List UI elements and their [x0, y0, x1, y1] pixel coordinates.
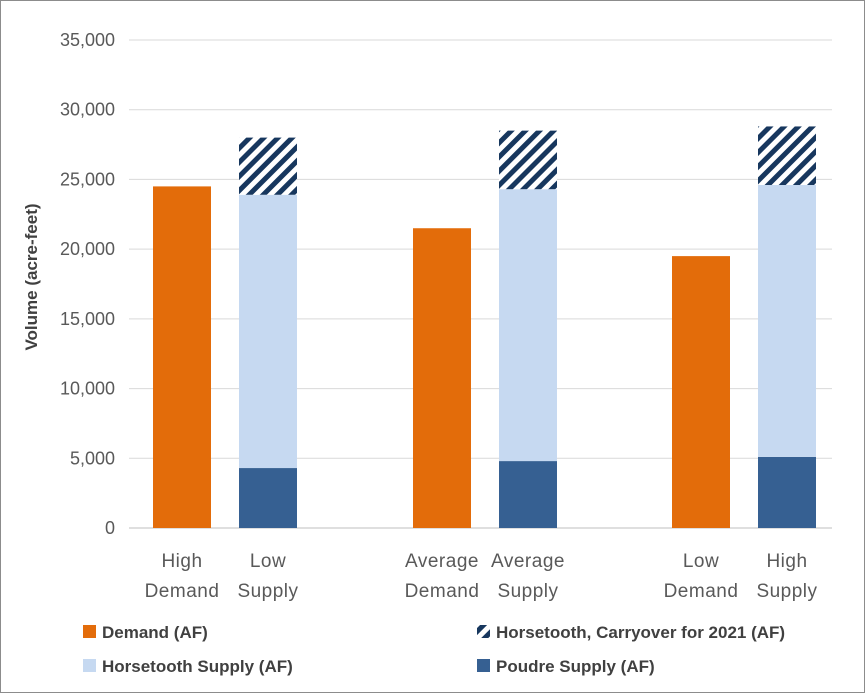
x-category-label: High: [161, 551, 202, 572]
bar-segment-horsetooth-supply-af: [239, 194, 297, 469]
bar-segment-horsetooth-carryover-for-2021-af: [758, 126, 816, 186]
legend-label: Poudre Supply (AF): [496, 657, 655, 676]
x-category-label: Demand: [664, 581, 739, 602]
y-axis-title: Volume (acre-feet): [22, 203, 41, 350]
legend-swatch: [477, 659, 490, 672]
legend-label: Demand (AF): [102, 623, 208, 642]
bar-segment-demand-af: [153, 186, 211, 528]
y-axis-tick-labels: 0 5,000 10,000 15,000 20,000 25,000 30,000 35,0…: [60, 30, 115, 538]
y-tick-label: 15,000: [60, 309, 115, 329]
y-tick-label: 5,000: [70, 448, 115, 468]
bar-segment-horsetooth-carryover-for-2021-af: [499, 130, 557, 190]
x-category-label: Low: [683, 551, 719, 572]
legend-swatch: [83, 625, 96, 638]
x-category-label: High: [766, 551, 807, 572]
legend-swatch: [477, 625, 490, 638]
bar-segment-demand-af: [413, 228, 471, 528]
y-tick-label: 0: [105, 518, 115, 538]
x-category-label: Supply: [756, 581, 817, 602]
x-category-label: Supply: [237, 581, 298, 602]
legend-item: Poudre Supply (AF): [477, 657, 655, 676]
y-tick-label: 35,000: [60, 30, 115, 50]
y-tick-label: 30,000: [60, 100, 115, 120]
legend-label: Horsetooth Supply (AF): [102, 657, 293, 676]
bar-segment-horsetooth-supply-af: [499, 189, 557, 462]
y-tick-label: 20,000: [60, 239, 115, 259]
legend-item: Horsetooth, Carryover for 2021 (AF): [477, 623, 785, 642]
legend-swatch: [83, 659, 96, 672]
bars: [153, 126, 816, 528]
bar-segment-poudre-supply-af: [758, 456, 816, 528]
bar-segment-demand-af: [672, 256, 730, 528]
bar-segment-horsetooth-carryover-for-2021-af: [239, 137, 297, 195]
legend-label: Horsetooth, Carryover for 2021 (AF): [496, 623, 785, 642]
x-category-label: Average: [405, 551, 479, 572]
legend-item: Horsetooth Supply (AF): [83, 657, 293, 676]
x-category-label: Average: [491, 551, 565, 572]
x-category-label: Supply: [497, 581, 558, 602]
y-tick-label: 25,000: [60, 169, 115, 189]
x-category-label: Demand: [405, 581, 480, 602]
x-axis-category-labels: High Demand Low Supply Average Demand Average S…: [145, 551, 817, 602]
x-category-label: Low: [250, 551, 286, 572]
bar-segment-horsetooth-supply-af: [758, 185, 816, 457]
y-tick-label: 10,000: [60, 379, 115, 399]
bar-segment-poudre-supply-af: [239, 468, 297, 528]
bar-segment-poudre-supply-af: [499, 461, 557, 528]
x-category-label: Demand: [145, 581, 220, 602]
legend: Demand (AF) Horsetooth, Carryover for 202…: [83, 623, 785, 676]
legend-item: Demand (AF): [83, 623, 208, 642]
